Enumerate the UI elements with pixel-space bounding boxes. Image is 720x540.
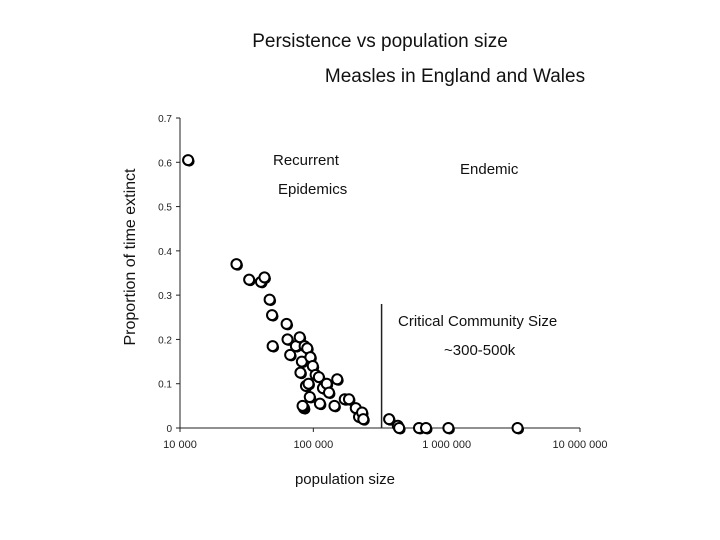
y-tick-label: 0.4 [158,247,172,258]
data-point [342,393,355,406]
data-point [258,271,271,284]
data-point [303,391,316,403]
data-point [296,399,309,412]
x-tick-label: 1 000 000 [422,439,471,451]
data-point [182,154,195,167]
y-tick-label: 0.2 [158,335,172,346]
data-point [420,422,433,434]
data-point [302,377,315,390]
chart-subtitle: Measles in England and Wales [324,66,586,87]
data-point [230,258,243,271]
x-axis-label: population size [294,471,396,488]
chart-title: Persistence vs population size [252,31,508,52]
y-tick-label: 0.6 [158,158,172,169]
annotation-epidemics: Epidemics [278,181,348,198]
data-point [312,371,325,384]
data-point [393,422,406,434]
data-point [442,422,455,434]
data-point [383,413,396,426]
y-tick-label: 0.3 [158,291,172,302]
y-tick-label: 0.1 [158,380,172,391]
data-point [281,333,294,346]
data-point [266,340,279,353]
y-tick-label: 0.7 [158,114,172,125]
y-tick-label: 0.5 [158,203,172,214]
annotation-endemic: Endemic [460,161,519,178]
data-point [294,366,307,379]
data-point [357,413,370,426]
annotation-recurrent: Recurrent [273,152,339,169]
data-point [243,273,256,286]
data-point [322,386,335,399]
x-tick-label: 100 000 [293,439,333,451]
data-point [266,309,279,322]
data-point [284,348,297,361]
data-point [511,422,524,434]
data-point [263,293,276,306]
annotation-critical-community-size: Critical Community Size [398,313,558,330]
data-point [280,317,293,330]
data-point [331,373,344,386]
data-point [313,397,326,410]
data-point [328,399,341,412]
x-tick-label: 10 000 000 [552,439,607,451]
x-tick-label: 10 000 [163,439,197,451]
annotation-ccs-range: ~300-500k [444,342,516,359]
data-point [293,331,306,344]
y-tick-label: 0 [166,424,172,435]
